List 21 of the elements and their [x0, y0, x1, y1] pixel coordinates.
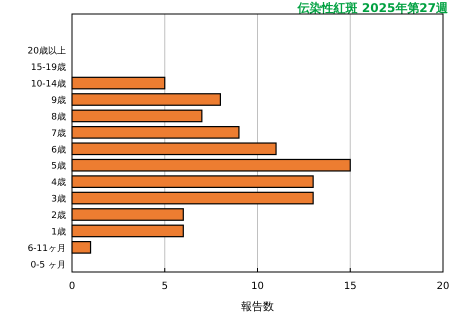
y-tick-label: 0-5 ヶ月 — [30, 260, 66, 270]
y-tick-label: 15-19歳 — [30, 62, 66, 74]
y-tick-label: 8歳 — [51, 111, 66, 122]
x-tick-label: 5 — [162, 281, 168, 292]
y-tick-label: 4歳 — [51, 177, 66, 188]
y-tick-label: 7歳 — [51, 128, 66, 139]
x-tick-label: 0 — [68, 281, 76, 292]
y-tick-label: 6歳 — [51, 144, 66, 156]
y-tick-label: 9歳 — [51, 95, 66, 106]
x-tick-label: 15 — [344, 281, 357, 292]
y-tick-label: 2歳 — [51, 210, 66, 221]
x-axis-title: 報告数 — [241, 300, 274, 313]
chart-title: 伝染性紅斑 2025年第27週 — [296, 1, 449, 15]
y-tick-label: 10-14歳 — [30, 78, 66, 90]
x-tick-label: 10 — [251, 281, 264, 292]
y-tick-label: 6-11ヶ月 — [28, 244, 66, 254]
y-tick-label: 1歳 — [51, 226, 66, 238]
y-tick-label: 5歳 — [51, 160, 66, 172]
y-tick-label: 3歳 — [51, 194, 66, 205]
x-tick-label: 20 — [436, 281, 450, 292]
y-tick-label: 20歳以上 — [28, 46, 66, 57]
